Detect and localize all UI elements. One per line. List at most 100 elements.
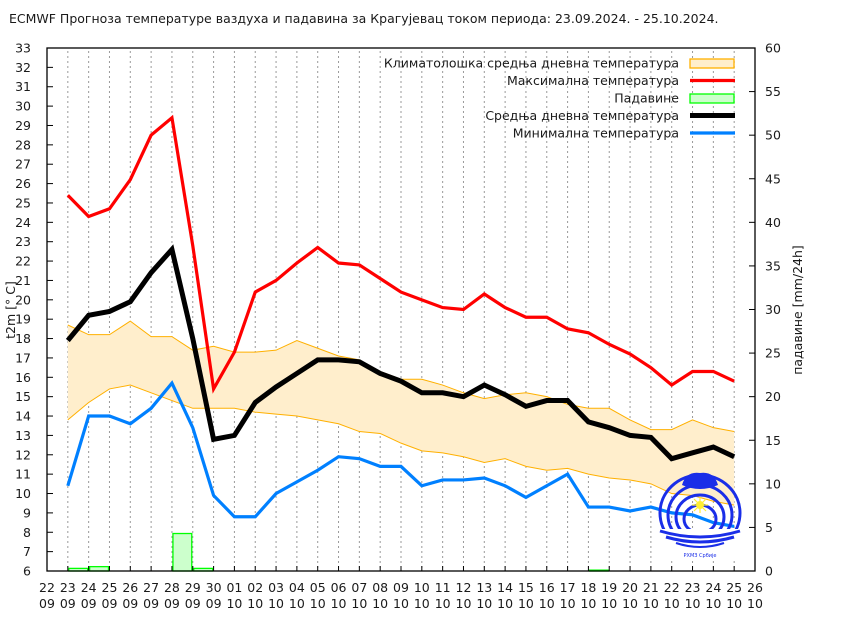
x-tick-month: 09 (81, 596, 97, 611)
y-axis-left-title: t2m [° C] (3, 281, 18, 339)
x-tick-day: 24 (81, 580, 97, 595)
y-right-tick-label: 25 (765, 346, 781, 361)
y-right-tick-label: 55 (765, 84, 781, 99)
x-tick-day: 16 (539, 580, 555, 595)
x-tick-month: 09 (185, 596, 201, 611)
x-tick-day: 29 (185, 580, 201, 595)
y-right-tick-label: 40 (765, 215, 781, 230)
x-tick-day: 04 (289, 580, 305, 595)
series-line (66, 114, 735, 394)
x-tick-day: 25 (102, 580, 118, 595)
series-line (65, 244, 736, 462)
y-tick-label: 10 (15, 486, 31, 501)
x-tick-month: 10 (476, 596, 492, 611)
y-right-tick-label: 60 (765, 41, 781, 56)
x-tick-month: 09 (164, 596, 180, 611)
y-tick-label: 32 (15, 60, 31, 75)
svg-text:РХМЗ Србије: РХМЗ Србије (683, 553, 716, 559)
x-tick-month: 09 (102, 596, 118, 611)
legend-label: Максимална температура (507, 73, 679, 88)
x-tick-month: 10 (685, 596, 701, 611)
chart-title: ECMWF Прогноза температуре ваздуха и пад… (9, 11, 719, 26)
y-tick-label: 25 (15, 195, 31, 210)
legend-swatch (689, 58, 735, 69)
x-tick-day: 23 (60, 580, 76, 595)
precipitation-bars (68, 532, 609, 572)
x-tick-day: 30 (206, 580, 222, 595)
precip-bar (172, 532, 193, 572)
y-tick-label: 18 (15, 331, 31, 346)
x-tick-month: 10 (456, 596, 472, 611)
x-tick-day: 24 (705, 580, 721, 595)
x-tick-month: 09 (206, 596, 222, 611)
y-tick-label: 23 (15, 234, 31, 249)
x-tick-day: 15 (518, 580, 534, 595)
y-tick-label: 33 (15, 41, 31, 56)
y-tick-label: 8 (23, 525, 31, 540)
x-tick-day: 01 (226, 580, 242, 595)
y-tick-label: 12 (15, 447, 31, 462)
legend-label: Падавине (614, 91, 679, 106)
legend-label: Средња дневна температура (485, 108, 679, 123)
x-tick-month: 10 (560, 596, 576, 611)
y-tick-label: 16 (15, 370, 31, 385)
x-tick-day: 09 (393, 580, 409, 595)
series-line (66, 380, 735, 529)
y-right-tick-label: 20 (765, 389, 781, 404)
x-axis: 2209230924092509260927092809290930090110… (39, 566, 763, 611)
x-tick-month: 10 (726, 596, 742, 611)
y-tick-label: 30 (15, 99, 31, 114)
x-tick-month: 10 (226, 596, 242, 611)
y-tick-label: 11 (15, 467, 31, 482)
x-tick-day: 26 (122, 580, 138, 595)
x-tick-month: 10 (705, 596, 721, 611)
x-tick-day: 20 (622, 580, 638, 595)
y-tick-label: 26 (15, 176, 31, 191)
x-tick-day: 28 (164, 580, 180, 595)
y-tick-label: 19 (15, 312, 31, 327)
y-right-tick-label: 50 (765, 128, 781, 143)
legend-label: Минимална температура (513, 126, 679, 141)
y-right-tick-label: 45 (765, 171, 781, 186)
x-tick-month: 10 (518, 596, 534, 611)
y-tick-label: 20 (15, 292, 31, 307)
x-tick-month: 10 (622, 596, 638, 611)
y-tick-label: 9 (23, 505, 31, 520)
x-tick-month: 10 (601, 596, 617, 611)
x-tick-day: 19 (601, 580, 617, 595)
x-tick-day: 22 (39, 580, 55, 595)
x-tick-month: 10 (643, 596, 659, 611)
x-tick-month: 09 (122, 596, 138, 611)
x-tick-day: 03 (268, 580, 284, 595)
x-tick-month: 10 (747, 596, 763, 611)
y-tick-label: 28 (15, 137, 31, 152)
precip-bar (88, 565, 110, 572)
y-tick-label: 29 (15, 118, 31, 133)
x-tick-month: 10 (393, 596, 409, 611)
x-tick-day: 14 (497, 580, 513, 595)
y-tick-label: 31 (15, 79, 31, 94)
y-tick-label: 7 (23, 544, 31, 559)
climatology-fill (67, 321, 735, 506)
x-tick-month: 10 (331, 596, 347, 611)
y-axis-right-title: падавине [mm/24h] (790, 245, 805, 375)
x-tick-day: 02 (247, 580, 263, 595)
x-tick-month: 10 (310, 596, 326, 611)
x-tick-month: 10 (414, 596, 430, 611)
x-tick-day: 13 (476, 580, 492, 595)
x-tick-month: 10 (268, 596, 284, 611)
x-tick-day: 27 (143, 580, 159, 595)
y-right-tick-label: 30 (765, 302, 781, 317)
x-tick-month: 10 (351, 596, 367, 611)
x-tick-month: 10 (580, 596, 596, 611)
x-tick-month: 09 (39, 596, 55, 611)
y-axis-right: 0 5 10 15 20 25 30 35 40 45 50 55 60 (749, 41, 781, 579)
x-tick-month: 10 (247, 596, 263, 611)
x-tick-day: 17 (560, 580, 576, 595)
y-right-tick-label: 15 (765, 433, 781, 448)
y-tick-label: 6 (23, 564, 31, 579)
rhmz-logo: РХМЗ Србије (656, 472, 744, 559)
x-tick-day: 07 (351, 580, 367, 595)
x-tick-day: 12 (456, 580, 472, 595)
